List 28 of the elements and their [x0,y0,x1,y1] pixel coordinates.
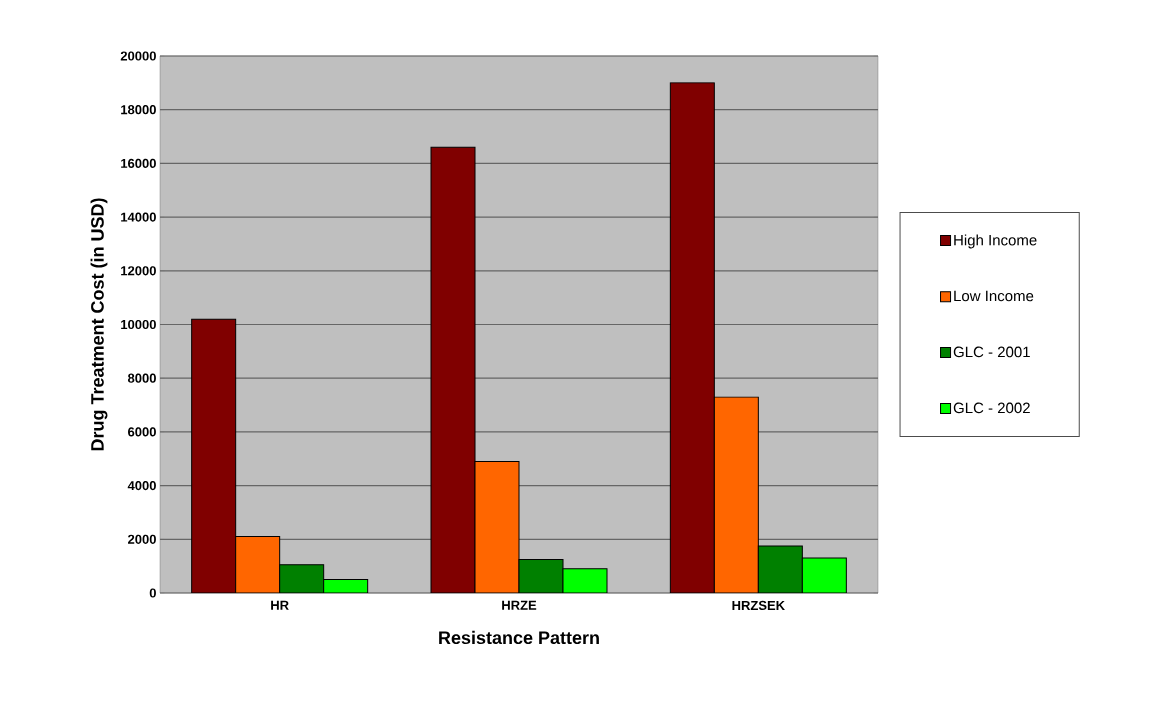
x-tick-label: HRZE [502,600,537,610]
x-axis-title: Resistance Pattern [439,630,599,645]
y-axis-title: Drug Treatment Cost (in USD) [90,198,108,451]
y-tick-label: 18000 [121,105,156,115]
bar [669,82,715,593]
bar [713,396,759,593]
bar [235,536,281,593]
bar [474,460,520,593]
bar [801,557,847,593]
y-tick-label: 12000 [121,266,156,276]
legend-label: GLC - 2001 [953,346,1030,358]
y-tick-label: 0 [149,588,156,598]
y-tick-label: 16000 [121,158,156,168]
x-tick-label: HRZSEK [732,600,785,610]
y-tick-label: 6000 [128,427,156,437]
y-tick-label: 4000 [127,480,156,491]
legend-label: Low Income [954,290,1034,302]
y-tick-label: 14000 [121,212,156,222]
y-tick-label: 2000 [128,534,156,544]
y-tick-label: 8000 [127,373,156,383]
legend-label: High Income [954,234,1037,249]
bar [562,568,608,593]
bar [191,318,237,593]
y-tick-label: 20000 [120,51,156,61]
x-tick-label: HR [271,600,289,610]
legend-label: GLC - 2002 [953,402,1030,414]
bar [430,146,476,593]
y-tick-label: 10000 [121,319,156,330]
